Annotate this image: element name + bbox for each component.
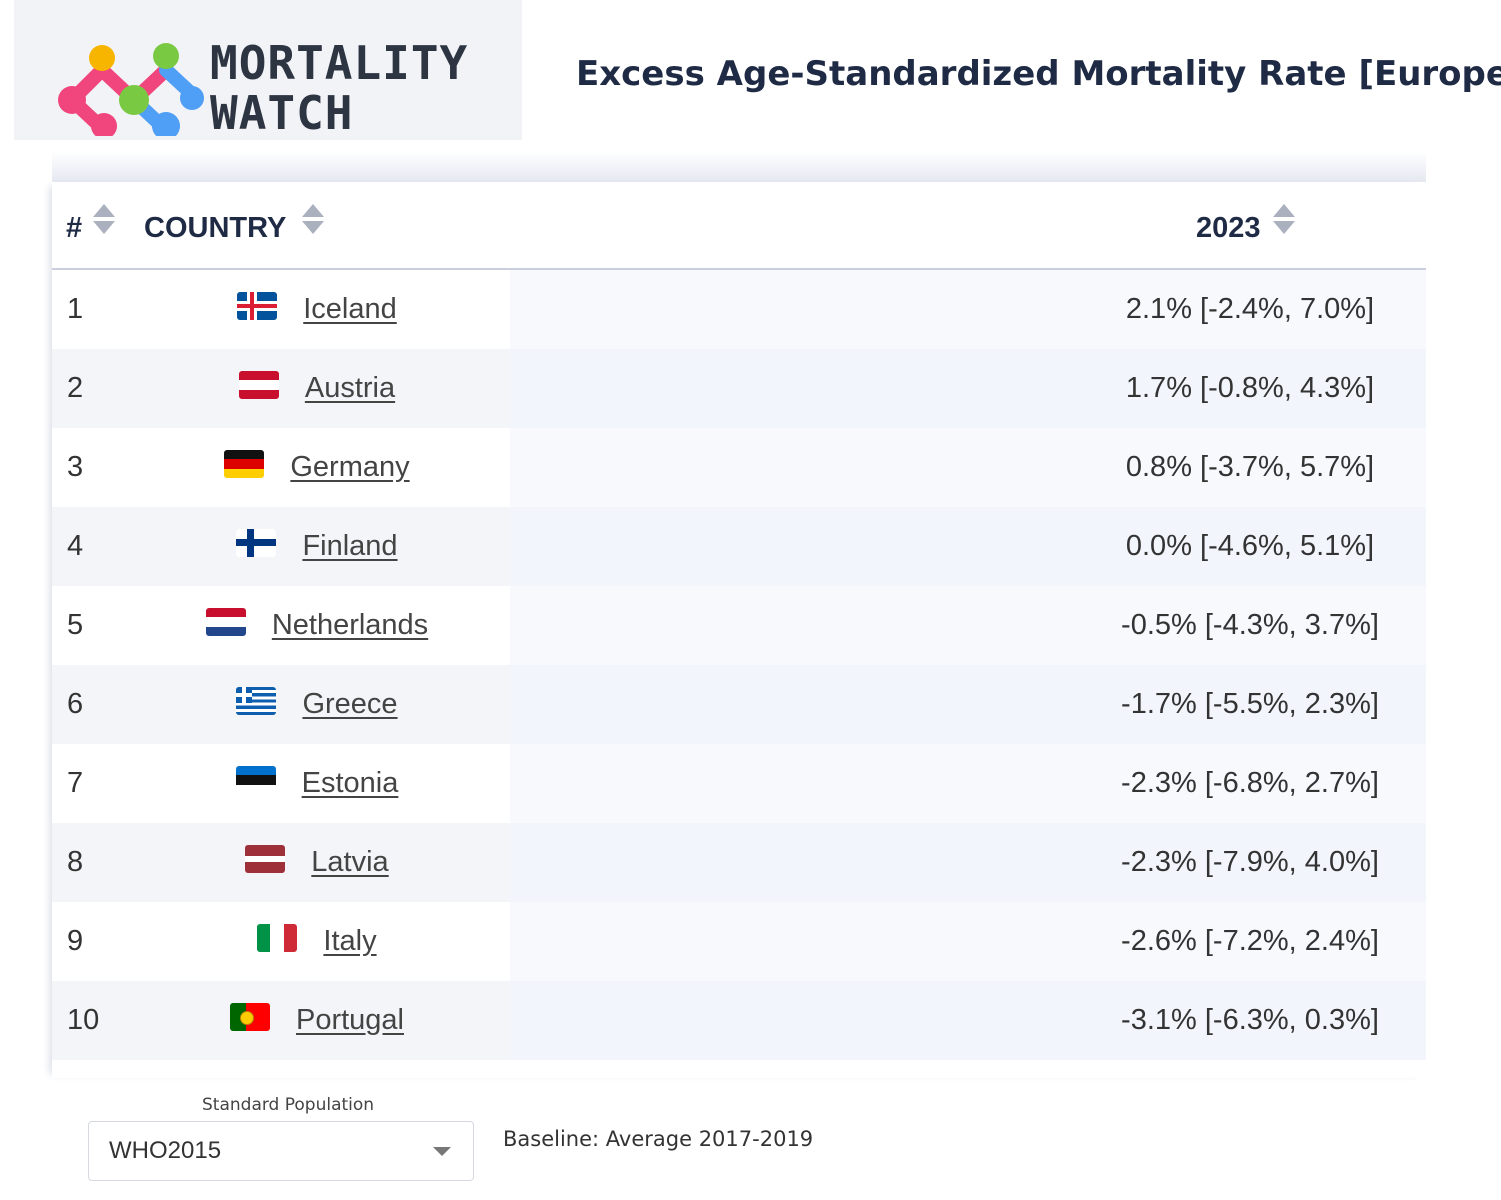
chevron-down-icon[interactable] <box>433 1147 451 1156</box>
rank-cell: 5 <box>67 609 84 641</box>
table-row: 3 Germany 0.8% [-3.7%, 5.7%] <box>52 428 1426 507</box>
country-link-iceland[interactable]: Iceland <box>303 293 397 325</box>
value-cell: -2.3% [-7.9%, 4.0%] <box>1121 846 1379 878</box>
latvia-flag-icon <box>245 845 286 873</box>
value-cell: -0.5% [-4.3%, 3.7%] <box>1121 609 1379 641</box>
netherlands-flag-icon <box>205 608 246 636</box>
table-row: 2 Austria 1.7% [-0.8%, 4.3%] <box>52 349 1426 428</box>
table-row: 5 Netherlands -0.5% [-4.3%, 3.7%] <box>52 586 1426 665</box>
standard-population-select[interactable]: WHO2015 <box>88 1121 474 1181</box>
country-cell: Latvia <box>142 823 492 902</box>
column-header-rank-label: # <box>66 212 83 244</box>
value-cell: -2.6% [-7.2%, 2.4%] <box>1121 925 1379 957</box>
baseline-note: Baseline: Average 2017-2019 <box>503 1127 814 1151</box>
rank-cell: 1 <box>67 293 84 325</box>
country-link-germany[interactable]: Germany <box>290 451 410 483</box>
country-cell: Austria <box>142 349 492 428</box>
column-header-2023-label: 2023 <box>1196 212 1261 244</box>
rank-cell: 9 <box>67 925 84 957</box>
rank-cell: 8 <box>67 846 84 878</box>
greece-flag-icon <box>236 687 277 715</box>
table-top-shadow <box>52 152 1426 182</box>
value-cell: 1.7% [-0.8%, 4.3%] <box>1125 372 1375 404</box>
table-row: 10 Portugal -3.1% [-6.3%, 0.3%] <box>52 981 1426 1060</box>
table-row: 1 Iceland 2.1% [-2.4%, 7.0%] <box>52 270 1426 349</box>
iceland-flag-icon <box>237 292 278 320</box>
country-cell: Greece <box>142 665 492 744</box>
country-link-estonia[interactable]: Estonia <box>301 767 399 799</box>
rank-cell: 10 <box>67 1004 100 1036</box>
sort-icon[interactable] <box>1273 204 1295 238</box>
country-link-finland[interactable]: Finland <box>302 530 398 562</box>
portugal-flag-icon <box>229 1003 270 1031</box>
estonia-flag-icon <box>235 766 276 794</box>
table-header: # COUNTRY 2023 <box>52 182 1426 270</box>
standard-population-label: Standard Population <box>202 1095 375 1115</box>
logo-line-2: WATCH <box>210 86 354 140</box>
value-cell: -2.3% [-6.8%, 2.7%] <box>1121 767 1379 799</box>
country-link-austria[interactable]: Austria <box>304 372 396 404</box>
austria-flag-icon <box>238 371 279 399</box>
logo-mark-icon <box>58 43 204 136</box>
rank-cell: 7 <box>67 767 84 799</box>
country-cell: Finland <box>142 507 492 586</box>
column-header-rank[interactable]: # <box>66 212 82 245</box>
country-cell: Netherlands <box>142 586 492 665</box>
germany-flag-icon <box>224 450 265 478</box>
country-link-netherlands[interactable]: Netherlands <box>271 609 429 641</box>
country-link-portugal[interactable]: Portugal <box>295 1004 404 1036</box>
logo-line-1: MORTALITY <box>210 36 469 90</box>
country-link-italy[interactable]: Italy <box>323 925 377 957</box>
rank-cell: 6 <box>67 688 84 720</box>
country-cell: Iceland <box>142 270 492 349</box>
column-header-2023[interactable]: 2023 <box>1196 212 1261 245</box>
country-link-greece[interactable]: Greece <box>302 688 398 720</box>
logo[interactable]: MORTALITY WATCH <box>14 0 522 140</box>
value-cell: 2.1% [-2.4%, 7.0%] <box>1125 293 1375 325</box>
logo-wordmark: MORTALITY WATCH <box>210 38 468 138</box>
country-cell: Germany <box>142 428 492 507</box>
table-row: 7 Estonia -2.3% [-6.8%, 2.7%] <box>52 744 1426 823</box>
sort-icon[interactable] <box>93 204 115 238</box>
italy-flag-icon <box>257 924 298 952</box>
value-cell: -3.1% [-6.3%, 0.3%] <box>1121 1004 1379 1036</box>
sort-icon[interactable] <box>302 204 324 238</box>
table-row: 6 Greece -1.7% [-5.5%, 2.3%] <box>52 665 1426 744</box>
table-row: 9 Italy -2.6% [-7.2%, 2.4%] <box>52 902 1426 981</box>
value-cell: 0.0% [-4.6%, 5.1%] <box>1125 530 1375 562</box>
column-header-country-label: COUNTRY <box>144 212 287 244</box>
rank-cell: 2 <box>67 372 84 404</box>
table-row: 8 Latvia -2.3% [-7.9%, 4.0%] <box>52 823 1426 902</box>
column-header-country[interactable]: COUNTRY <box>144 212 286 245</box>
country-cell: Portugal <box>142 981 492 1060</box>
value-cell: -1.7% [-5.5%, 2.3%] <box>1121 688 1379 720</box>
table-row: 4 Finland 0.0% [-4.6%, 5.1%] <box>52 507 1426 586</box>
country-link-latvia[interactable]: Latvia <box>311 846 389 878</box>
rank-cell: 4 <box>67 530 84 562</box>
header-bar <box>522 0 1490 118</box>
page-title: Excess Age-Standardized Mortality Rate [… <box>576 54 1501 94</box>
country-cell: Italy <box>142 902 492 981</box>
finland-flag-icon <box>236 529 277 557</box>
country-cell: Estonia <box>142 744 492 823</box>
value-cell: 0.8% [-3.7%, 5.7%] <box>1125 451 1375 483</box>
rank-cell: 3 <box>67 451 84 483</box>
ranking-table: # COUNTRY 2023 1 Iceland 2.1% [-2.4%, 7.… <box>52 182 1426 1078</box>
standard-population-value: WHO2015 <box>109 1137 222 1164</box>
